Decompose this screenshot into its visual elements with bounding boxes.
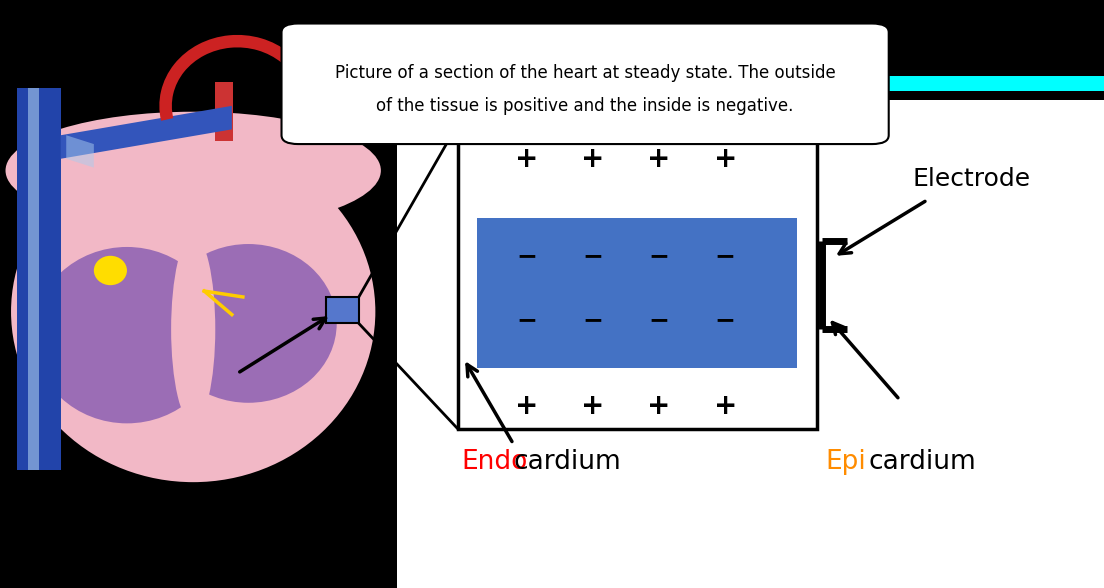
Text: cardium: cardium xyxy=(869,449,977,475)
Text: −: − xyxy=(714,244,736,268)
Bar xyxy=(397,0,1104,588)
Text: cardium: cardium xyxy=(513,449,622,475)
Text: −: − xyxy=(648,244,670,268)
Text: +: + xyxy=(581,145,605,173)
Bar xyxy=(17,88,61,470)
FancyBboxPatch shape xyxy=(282,24,889,144)
Text: +: + xyxy=(713,392,737,420)
Bar xyxy=(477,218,797,368)
Ellipse shape xyxy=(171,235,215,423)
Polygon shape xyxy=(61,106,232,159)
Text: of the tissue is positive and the inside is negative.: of the tissue is positive and the inside… xyxy=(376,97,794,115)
Ellipse shape xyxy=(11,141,375,482)
Bar xyxy=(28,88,39,470)
Text: −: − xyxy=(582,244,604,268)
Bar xyxy=(215,82,233,141)
Text: Picture of a section of the heart at steady state. The outside: Picture of a section of the heart at ste… xyxy=(335,65,836,82)
Text: Electrode: Electrode xyxy=(913,168,1030,191)
Text: +: + xyxy=(647,392,671,420)
Text: +: + xyxy=(647,145,671,173)
Bar xyxy=(458,123,817,429)
Text: +: + xyxy=(514,145,539,173)
Ellipse shape xyxy=(94,256,127,285)
Text: +: + xyxy=(713,145,737,173)
Polygon shape xyxy=(66,135,94,168)
Text: −: − xyxy=(516,309,538,332)
Text: +: + xyxy=(514,392,539,420)
Bar xyxy=(408,76,1104,91)
Bar xyxy=(326,297,359,323)
Text: −: − xyxy=(582,309,604,332)
Text: Endo: Endo xyxy=(461,449,528,475)
Bar xyxy=(397,0,1104,100)
Ellipse shape xyxy=(160,244,337,403)
Ellipse shape xyxy=(33,247,221,423)
Text: −: − xyxy=(516,244,538,268)
Text: Epi: Epi xyxy=(826,449,867,475)
Text: −: − xyxy=(648,309,670,332)
Text: −: − xyxy=(714,309,736,332)
Ellipse shape xyxy=(6,112,381,229)
Text: +: + xyxy=(581,392,605,420)
